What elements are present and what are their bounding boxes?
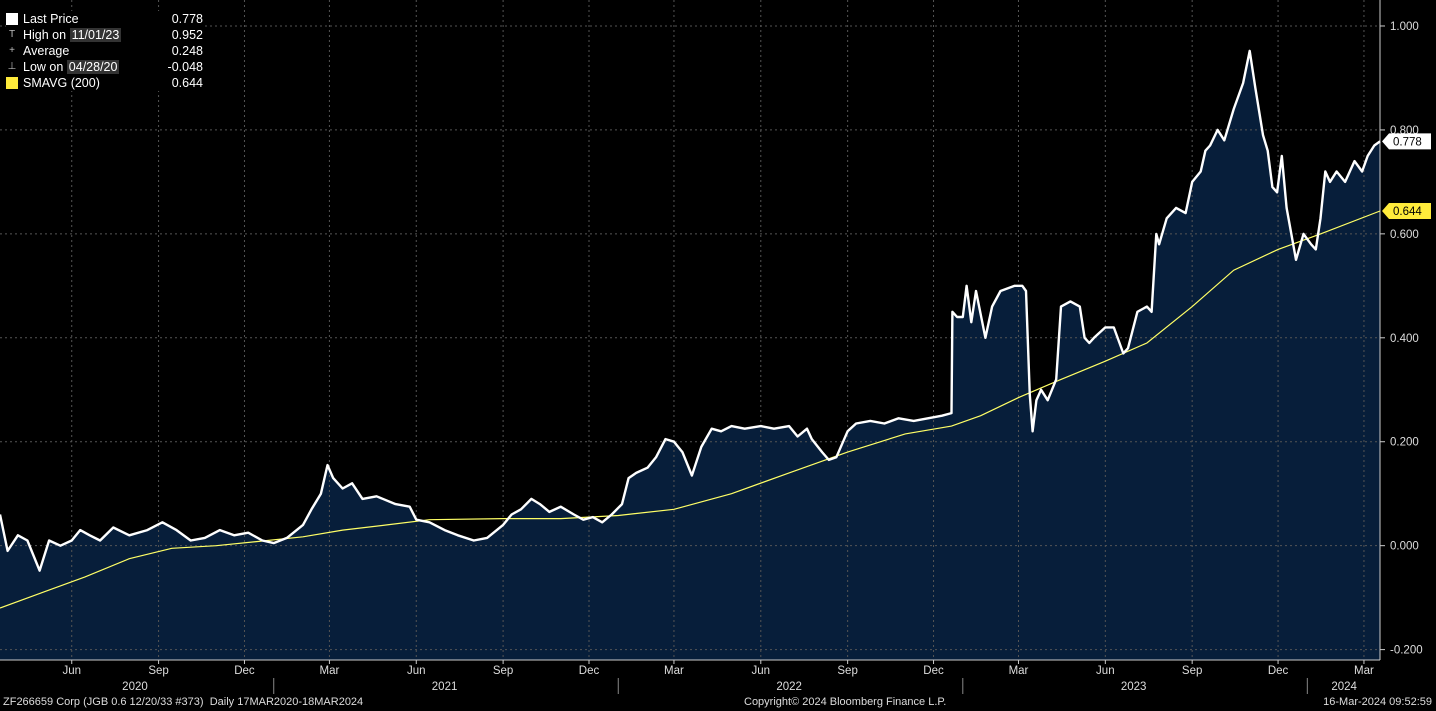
legend-sma: SMAVG (200) 0.644	[6, 75, 203, 91]
x-tick-label: Jun	[407, 665, 426, 677]
low-date: 04/28/20	[66, 60, 120, 74]
footer-timestamp: 16-Mar-2024 09:52:59	[1323, 696, 1432, 708]
x-tick-label: Jun	[752, 665, 771, 677]
legend-value: -0.048	[167, 60, 203, 74]
last-price-tag-text: 0.778	[1393, 136, 1422, 148]
x-tick-label: Mar	[664, 665, 684, 677]
average-marker-icon: +	[9, 45, 15, 56]
low-label-text: Low on	[23, 60, 64, 74]
legend-label: Last Price	[23, 12, 79, 26]
x-tick-label: Jun	[62, 665, 81, 677]
legend-label: SMAVG (200)	[23, 76, 100, 90]
legend-low: ⊥ Low on 04/28/20 -0.048	[6, 59, 203, 75]
legend-value: 0.248	[171, 44, 203, 58]
legend-value: 0.644	[171, 76, 203, 90]
legend-last-price: Last Price 0.778	[6, 11, 203, 27]
legend-label: High on 11/01/23	[23, 27, 141, 43]
y-tick-label: 1.000	[1390, 21, 1419, 33]
x-tick-label: Dec	[234, 665, 255, 677]
x-tick-label: Mar	[1009, 665, 1029, 677]
x-tick-label: Dec	[579, 665, 600, 677]
high-date: 11/01/23	[69, 28, 122, 42]
legend-label: Average	[23, 44, 70, 58]
high-marker-icon: T	[8, 29, 16, 40]
x-tick-label: Sep	[1182, 665, 1202, 677]
x-tick-label: Sep	[493, 665, 513, 677]
year-label: 2020	[122, 681, 148, 693]
x-tick-label: Dec	[923, 665, 944, 677]
y-tick-label: -0.200	[1390, 645, 1423, 657]
x-tick-label: Dec	[1268, 665, 1289, 677]
footer-copyright: Copyright© 2024 Bloomberg Finance L.P.	[744, 696, 947, 708]
y-tick-label: 0.600	[1390, 229, 1419, 241]
y-tick-label: 0.400	[1390, 333, 1419, 345]
year-label: 2021	[432, 681, 458, 693]
sma-line	[0, 210, 1381, 609]
legend-value: 0.952	[171, 28, 203, 42]
y-tick-label: 0.200	[1390, 437, 1419, 449]
x-tick-label: Jun	[1096, 665, 1115, 677]
x-tick-label: Sep	[837, 665, 857, 677]
last-price-tag-box	[1382, 133, 1431, 150]
ticker-text: ZF266659 Corp (JGB 0.6 12/20/33 #373)	[3, 696, 204, 708]
year-label: 2024	[1331, 681, 1357, 693]
sma-swatch	[6, 77, 18, 89]
legend-value: 0.778	[171, 12, 203, 26]
legend-average: + Average 0.248	[6, 43, 203, 59]
low-marker-icon: ⊥	[7, 61, 17, 72]
sma-tag-box	[1382, 202, 1431, 219]
sma-tag-text: 0.644	[1393, 206, 1422, 218]
x-tick-label: Sep	[148, 665, 168, 677]
range-text: Daily 17MAR2020-18MAR2024	[209, 696, 364, 708]
chart-legend: Last Price 0.778 T High on 11/01/23 0.95…	[6, 11, 203, 91]
high-label-text: High on	[23, 28, 67, 42]
y-tick-label: 0.000	[1390, 541, 1419, 553]
legend-label: Low on 04/28/20	[23, 59, 141, 75]
x-tick-label: Mar	[1354, 665, 1374, 677]
last-price-swatch	[6, 13, 18, 25]
footer-ticker: ZF266659 Corp (JGB 0.6 12/20/33 #373) Da…	[3, 696, 363, 708]
year-label: 2023	[1121, 681, 1147, 693]
legend-high: T High on 11/01/23 0.952	[6, 27, 203, 43]
price-area-fill	[0, 50, 1380, 660]
year-label: 2022	[776, 681, 802, 693]
x-tick-label: Mar	[320, 665, 340, 677]
price-line	[0, 49, 1381, 572]
